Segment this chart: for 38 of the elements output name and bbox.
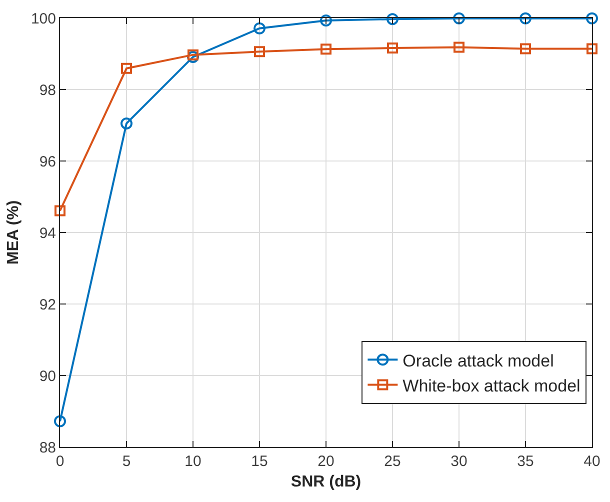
point	[454, 42, 464, 53]
x-tick-label: 5	[122, 453, 131, 470]
point	[453, 12, 465, 24]
point	[188, 49, 198, 60]
y-tick-label: 98	[39, 82, 56, 99]
x-tick-label: 25	[384, 453, 401, 470]
y-tick-label: 88	[39, 439, 56, 456]
point	[387, 42, 398, 54]
point	[520, 43, 531, 54]
x-tick-label: 15	[251, 453, 268, 470]
point	[120, 117, 132, 130]
x-axis-title: SNR (dB)	[290, 474, 362, 491]
point	[254, 22, 266, 34]
x-tick-label: 35	[517, 453, 534, 470]
point	[386, 13, 398, 26]
x-tick-label: 0	[56, 453, 64, 470]
point	[54, 415, 66, 428]
y-axis-title: MEA (%)	[4, 200, 22, 265]
point	[520, 12, 532, 24]
y-tick-label: 92	[39, 296, 56, 314]
y-tick-label: 96	[39, 153, 56, 170]
point	[187, 50, 199, 63]
x-tick-label: 40	[584, 453, 600, 470]
point	[121, 62, 132, 74]
x-tick-label: 20	[318, 453, 334, 470]
legend-label: White-box attack model	[402, 376, 580, 396]
x-tick-label: 10	[184, 453, 202, 470]
legend-label: Oracle attack model	[402, 351, 554, 370]
point	[586, 12, 598, 24]
point	[320, 14, 332, 26]
point	[54, 205, 66, 216]
point	[586, 43, 598, 54]
x-tick-label: 30	[450, 453, 468, 470]
point	[254, 46, 265, 58]
y-tick-label: 90	[39, 368, 56, 385]
y-tick-label: 100	[30, 10, 56, 28]
y-tick-label: 94	[39, 224, 56, 242]
point	[320, 44, 332, 55]
